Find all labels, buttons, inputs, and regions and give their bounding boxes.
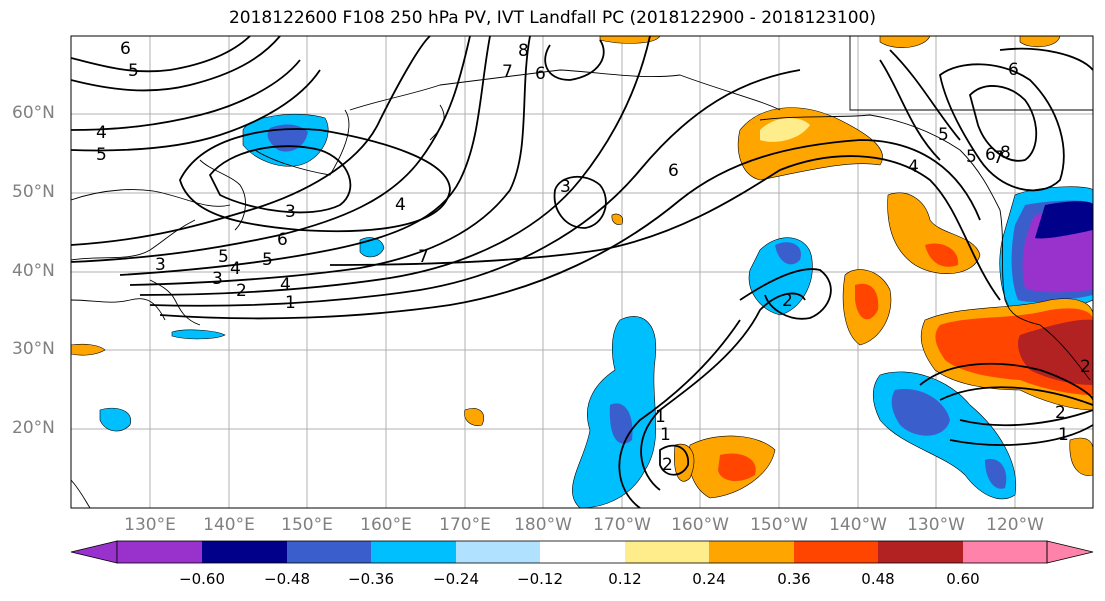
contour-label: 4 [908, 157, 919, 177]
lon-label: 160°E [360, 515, 412, 535]
colorbar-segment [456, 541, 540, 563]
map-title: 2018122600 F108 250 hPa PV, IVT Landfall… [228, 8, 876, 28]
contour-label: 6 [535, 64, 546, 84]
contour-label: 4 [230, 259, 241, 279]
contour-label: 2 [782, 291, 793, 311]
contour-label: 2 [662, 455, 673, 475]
lon-label: 140°W [829, 515, 887, 535]
contour-label: 5 [218, 247, 229, 267]
contour-label: 5 [938, 125, 949, 145]
colorbar-segment [540, 541, 625, 563]
colorbar-segment [963, 541, 1047, 563]
contour-label: 6 [1008, 60, 1019, 80]
contour-label: 4 [280, 275, 291, 295]
contour-label: 6 [120, 39, 131, 59]
contour-label: 7 [502, 62, 513, 82]
colorbar-extend-left [70, 540, 118, 564]
colorbar-segment [287, 541, 371, 563]
lon-label: 160°W [671, 515, 729, 535]
lon-label: 150°E [281, 515, 333, 535]
contour-label: 1 [1058, 425, 1069, 445]
lon-label: 170°W [593, 515, 651, 535]
contour-label: 4 [395, 195, 406, 215]
contour-label: 3 [155, 255, 166, 275]
colorbar-segment [709, 541, 794, 563]
contour-label: 7 [418, 247, 429, 267]
lon-label: 120°W [986, 515, 1044, 535]
colorbar-extend-right [1046, 540, 1094, 564]
contour-label: 1 [655, 407, 666, 427]
colorbar-tick-label: −0.12 [517, 570, 563, 588]
map-content: 6 5 4 5 3 8 7 6 6 3 4 5 4 3 2 1 7 6 5 4 … [71, 36, 1093, 508]
contour-label: 2 [236, 281, 247, 301]
lat-label: 50°N [12, 182, 55, 202]
contour-label: 3 [285, 202, 296, 222]
contour-label: 5 [96, 145, 107, 165]
colorbar-segment [794, 541, 878, 563]
contour-label: 2 [1080, 357, 1091, 377]
colorbar-tick-label: −0.24 [433, 570, 479, 588]
contour-label: 6 [277, 230, 288, 250]
contour-label: 5 [128, 61, 139, 81]
coastlines [71, 36, 1093, 508]
lon-label: 130°E [124, 515, 176, 535]
colorbar-tick-label: 0.24 [692, 570, 726, 588]
contour-label: 1 [285, 293, 296, 313]
contour-label: 8 [1000, 143, 1011, 163]
contour-label: 6 [985, 145, 996, 165]
lon-label: 180°W [514, 515, 572, 535]
contour-label: 5 [262, 250, 273, 270]
colorbar-tick-label: 0.12 [608, 570, 642, 588]
gridlines [71, 36, 1093, 508]
contour-label: 1 [660, 425, 671, 445]
contour-label: 8 [518, 41, 529, 61]
lon-label: 130°W [907, 515, 965, 535]
colorbar-tick-label: −0.60 [179, 570, 225, 588]
map-frame [70, 35, 1094, 509]
colorbar-tick-label: 0.48 [861, 570, 895, 588]
lat-label: 60°N [12, 103, 55, 123]
colorbar-tick-label: −0.48 [264, 570, 310, 588]
lon-label: 150°W [750, 515, 808, 535]
colorbar-segment [202, 541, 287, 563]
colorbar-tick-label: 0.60 [946, 570, 980, 588]
lat-label: 20°N [12, 418, 55, 438]
colorbar-segment [371, 541, 456, 563]
contour-label: 2 [1055, 403, 1066, 423]
colorbar-tick-label: 0.36 [777, 570, 811, 588]
colorbar-segment [625, 541, 709, 563]
contour-label: 4 [96, 123, 107, 143]
pv-contours [71, 36, 1093, 508]
lon-label: 170°E [439, 515, 491, 535]
contour-label: 3 [560, 177, 571, 197]
contour-labels: 6 5 4 5 3 8 7 6 6 3 4 5 4 3 2 1 7 6 5 4 … [96, 39, 1091, 475]
colorbar [70, 540, 1094, 564]
contour-label: 6 [668, 161, 679, 181]
contour-label: 5 [966, 147, 977, 167]
lat-label: 30°N [12, 339, 55, 359]
contour-label: 7 [993, 148, 1004, 168]
colorbar-segment [117, 541, 202, 563]
contour-label: 3 [212, 269, 223, 289]
lat-label: 40°N [12, 261, 55, 281]
lon-label: 140°E [203, 515, 255, 535]
colorbar-segment [878, 541, 963, 563]
colorbar-tick-label: −0.36 [348, 570, 394, 588]
